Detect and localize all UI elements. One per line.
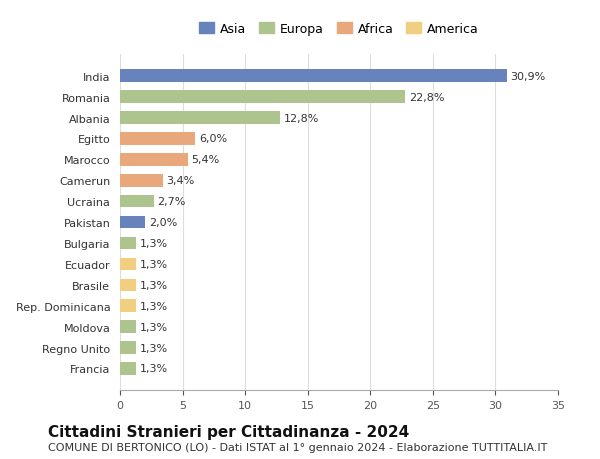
Bar (120, 363, 136, 375)
Text: 22,8%: 22,8% (409, 92, 445, 102)
Bar (120, 300, 136, 312)
Bar (120, 70, 506, 83)
Text: 2,0%: 2,0% (149, 218, 177, 228)
Text: 30,9%: 30,9% (511, 72, 545, 82)
Bar (120, 341, 136, 354)
Text: 1,3%: 1,3% (140, 322, 168, 332)
Text: 5,4%: 5,4% (191, 155, 220, 165)
Text: 1,3%: 1,3% (140, 364, 168, 374)
Bar (120, 91, 406, 104)
Bar (120, 258, 136, 271)
Text: Cittadini Stranieri per Cittadinanza - 2024: Cittadini Stranieri per Cittadinanza - 2… (48, 425, 409, 440)
Bar (120, 133, 195, 146)
Text: 12,8%: 12,8% (284, 113, 319, 123)
Text: 2,7%: 2,7% (158, 197, 186, 207)
Bar (120, 154, 188, 166)
Text: 1,3%: 1,3% (140, 301, 168, 311)
Text: 1,3%: 1,3% (140, 239, 168, 248)
Bar (120, 279, 136, 291)
Text: 3,4%: 3,4% (166, 176, 194, 186)
Bar (120, 196, 154, 208)
Bar (120, 321, 136, 333)
Bar (120, 174, 163, 187)
Legend: Asia, Europa, Africa, America: Asia, Europa, Africa, America (194, 18, 484, 41)
Text: 1,3%: 1,3% (140, 343, 168, 353)
Bar (120, 237, 136, 250)
Text: 1,3%: 1,3% (140, 280, 168, 290)
Text: COMUNE DI BERTONICO (LO) - Dati ISTAT al 1° gennaio 2024 - Elaborazione TUTTITAL: COMUNE DI BERTONICO (LO) - Dati ISTAT al… (48, 442, 547, 452)
Bar (120, 216, 145, 229)
Bar (120, 112, 280, 124)
Text: 1,3%: 1,3% (140, 259, 168, 269)
Text: 6,0%: 6,0% (199, 134, 227, 144)
